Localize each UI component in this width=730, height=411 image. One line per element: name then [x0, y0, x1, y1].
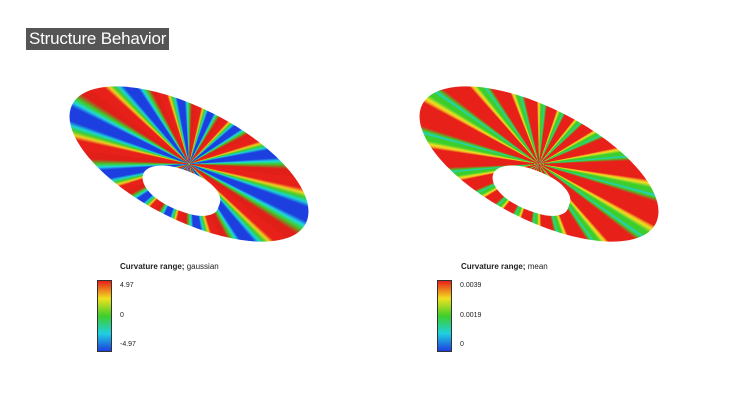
gaussian-curvature-render: [46, 54, 332, 274]
legend-tick: 0.0019: [460, 312, 482, 319]
legend-title: Curvature range; gaussian: [120, 262, 219, 271]
legend-tick: -4.97: [120, 341, 136, 348]
legend-title: Curvature range; mean: [461, 262, 548, 271]
legend-measure: gaussian: [186, 262, 219, 271]
legend-label: Curvature range;: [120, 262, 185, 271]
legend-tick: 0: [120, 312, 124, 319]
legend-tick: 0: [460, 341, 464, 348]
slide-title: Structure Behavior: [26, 28, 170, 50]
legend-measure: mean: [527, 262, 548, 271]
legend-tick: 4.97: [120, 282, 134, 289]
legend-tick: 0.0039: [460, 282, 482, 289]
color-bar: [97, 280, 112, 352]
color-bar: [437, 280, 452, 352]
mean-curvature-render: [396, 54, 682, 274]
legend-label: Curvature range;: [461, 262, 526, 271]
